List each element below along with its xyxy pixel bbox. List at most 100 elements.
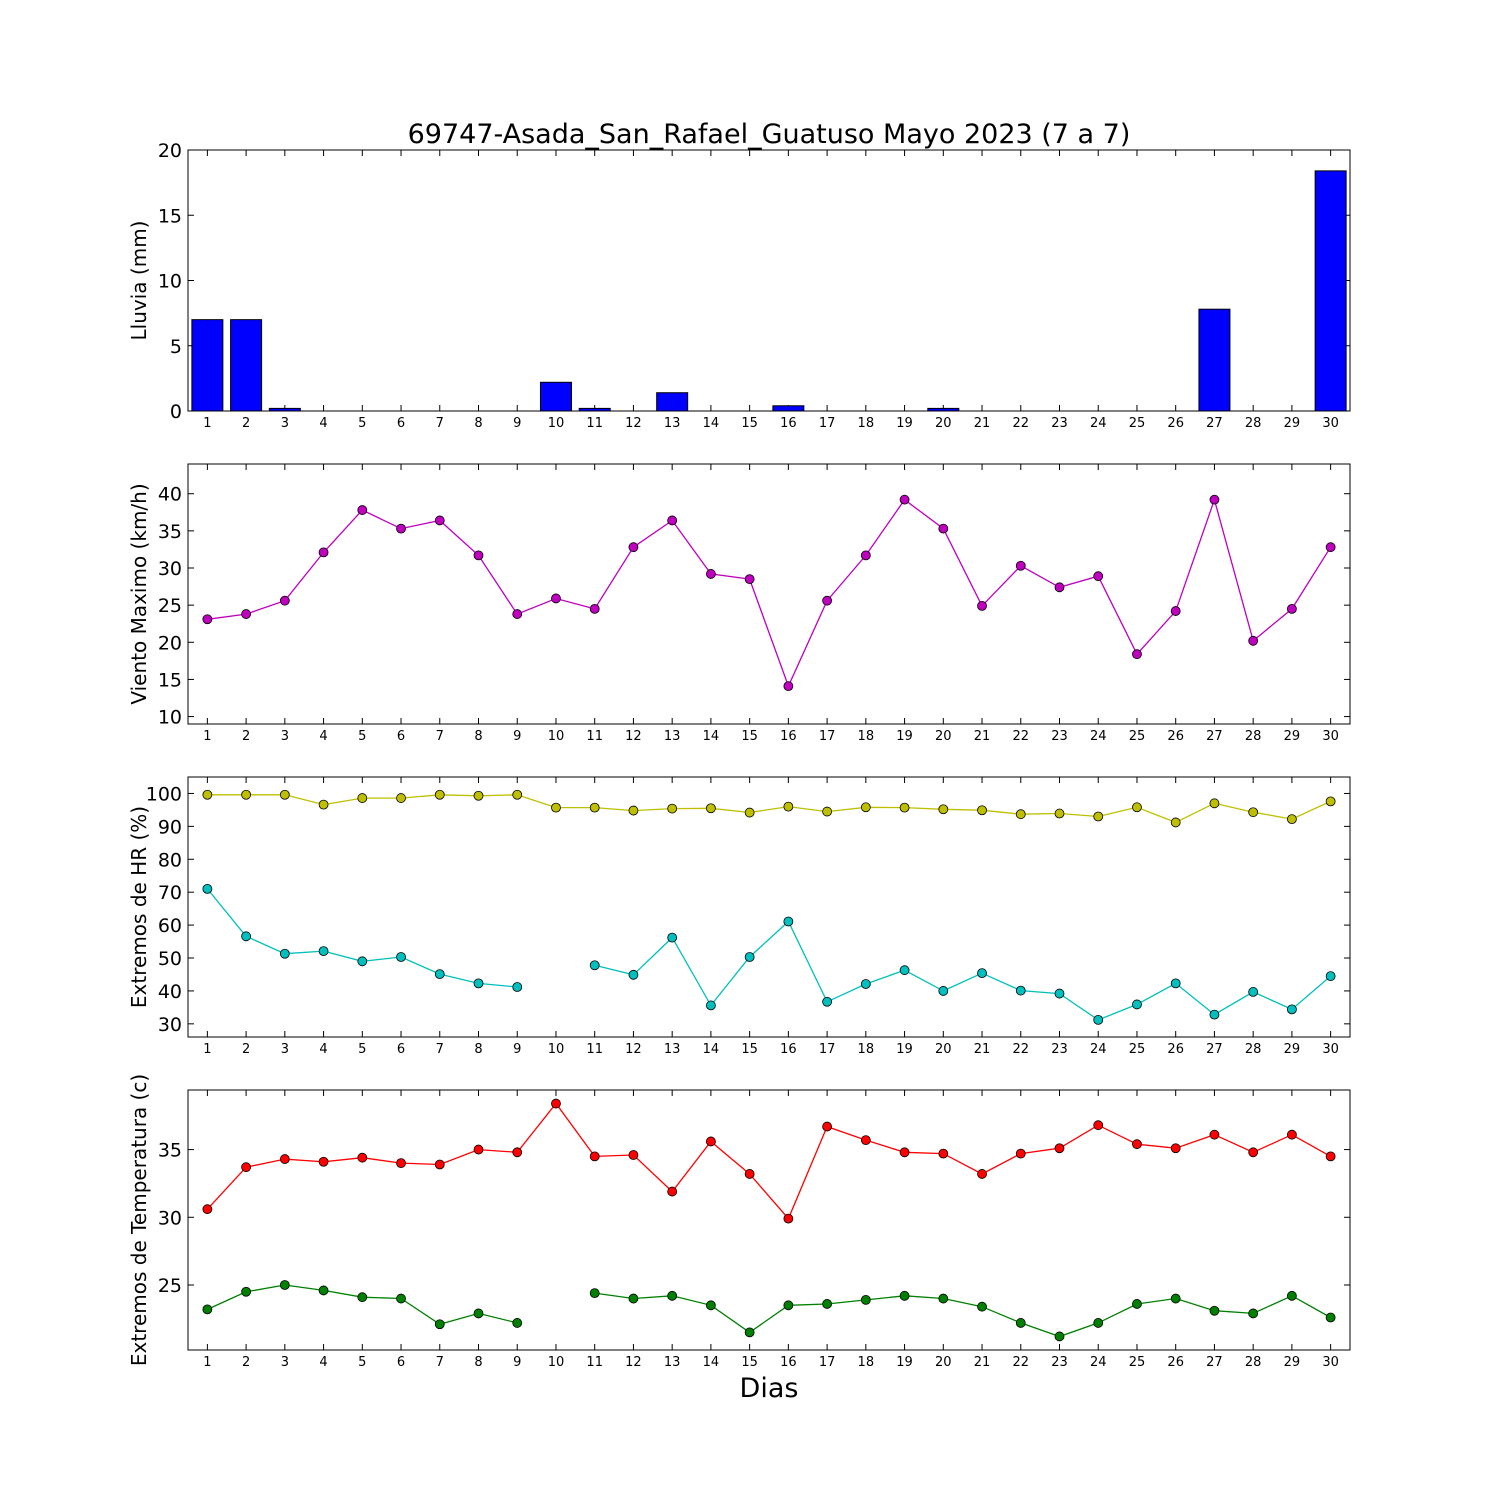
y-tick-label: 35 (158, 521, 182, 543)
x-tick-label: 23 (1051, 729, 1068, 744)
data-point (434, 1159, 445, 1170)
y-tick-label: 15 (158, 669, 182, 691)
x-tick-label: 10 (548, 1355, 565, 1370)
data-point (396, 1158, 406, 1169)
data-point (822, 1299, 832, 1309)
y-tick-label: 30 (158, 1207, 182, 1229)
x-tick-label: 26 (1167, 729, 1184, 744)
data-point (202, 1304, 213, 1315)
data-point (396, 1293, 406, 1304)
data-point (860, 1135, 871, 1146)
data-point (667, 1290, 678, 1301)
data-point (977, 1169, 987, 1179)
series-1 (202, 883, 1336, 1025)
x-tick-label: 5 (358, 729, 366, 744)
data-point (1248, 1147, 1259, 1158)
x-tick-label: 5 (358, 1355, 366, 1370)
x-tick-label: 20 (935, 1042, 952, 1057)
data-point (860, 1294, 871, 1305)
data-point (473, 1144, 484, 1155)
data-point (434, 1319, 445, 1330)
data-point (512, 1147, 523, 1158)
data-point (860, 550, 871, 561)
data-point (1209, 798, 1220, 809)
data-point (822, 806, 832, 817)
data-point (860, 802, 871, 813)
data-point (1054, 988, 1065, 999)
data-point (1170, 817, 1181, 828)
x-tick-label: 1 (203, 416, 211, 431)
x-tick-label: 13 (664, 729, 681, 744)
y-tick-label: 10 (158, 271, 182, 293)
data-point (628, 1150, 639, 1160)
series-line (207, 497, 1332, 688)
data-point (1209, 1009, 1220, 1020)
x-tick-label: 18 (858, 729, 875, 744)
data-point (1132, 649, 1142, 660)
data-point (938, 1293, 949, 1304)
x-tick-label: 16 (780, 729, 797, 744)
data-point (202, 614, 213, 625)
data-point (899, 802, 910, 813)
x-tick-label: 29 (1284, 1042, 1301, 1057)
x-tick-label: 15 (741, 1355, 758, 1370)
y-tick-label: 100 (146, 783, 182, 805)
y-tick-label: 15 (158, 205, 182, 227)
y-tick-label: 25 (158, 595, 182, 617)
data-point (1287, 1290, 1297, 1301)
x-tick-label: 24 (1090, 1355, 1107, 1370)
data-point (977, 600, 987, 611)
y-tick-label: 5 (170, 336, 182, 358)
x-tick-label: 24 (1090, 1042, 1107, 1057)
x-tick-label: 4 (319, 1042, 327, 1057)
x-tick-label: 5 (358, 1042, 366, 1057)
x-tick-label: 30 (1322, 1042, 1339, 1057)
data-point (589, 1288, 600, 1299)
series-0 (202, 494, 1336, 692)
x-tick-label: 19 (896, 1355, 913, 1370)
data-point (744, 952, 755, 962)
x-tick-label: 7 (436, 416, 444, 431)
x-tick-label: 11 (586, 1042, 603, 1057)
x-tick-label: 26 (1167, 1042, 1184, 1057)
data-point (1209, 1129, 1220, 1140)
series-line (594, 1292, 1331, 1338)
data-point (279, 948, 290, 959)
x-tick-label: 11 (586, 729, 603, 744)
y-tick-label: 10 (158, 707, 182, 729)
x-tick-label: 14 (703, 729, 720, 744)
data-point (473, 550, 484, 561)
bar (191, 319, 224, 412)
data-point (938, 523, 949, 534)
data-point (860, 979, 871, 989)
x-tick-label: 29 (1284, 416, 1301, 431)
data-point (357, 505, 368, 515)
data-point (434, 789, 445, 800)
x-tick-label: 16 (780, 1355, 797, 1370)
x-tick-label: 22 (1012, 1042, 1029, 1057)
x-tick-label: 19 (896, 416, 913, 431)
x-tick-label: 20 (935, 1355, 952, 1370)
data-point (628, 1293, 639, 1304)
x-tick-label: 27 (1206, 729, 1223, 744)
data-point (589, 802, 600, 813)
data-point (357, 793, 368, 803)
x-tick-label: 21 (974, 1042, 991, 1057)
data-point (589, 603, 600, 614)
x-tick-label: 23 (1051, 416, 1068, 431)
x-tick-label: 13 (664, 1042, 681, 1057)
x-tick-label: 3 (281, 729, 289, 744)
data-point (783, 1300, 794, 1311)
x-tick-label: 18 (858, 416, 875, 431)
data-point (938, 804, 949, 815)
y-tick-label: 50 (158, 948, 182, 970)
data-point (1015, 1148, 1026, 1159)
y-tick-label: 25 (158, 1275, 182, 1297)
x-tick-label: 28 (1245, 1042, 1262, 1057)
x-tick-label: 16 (780, 416, 797, 431)
x-tick-label: 8 (474, 1042, 482, 1057)
series-0 (202, 789, 1336, 828)
x-tick-label: 2 (242, 729, 250, 744)
x-tick-label: 22 (1012, 729, 1029, 744)
